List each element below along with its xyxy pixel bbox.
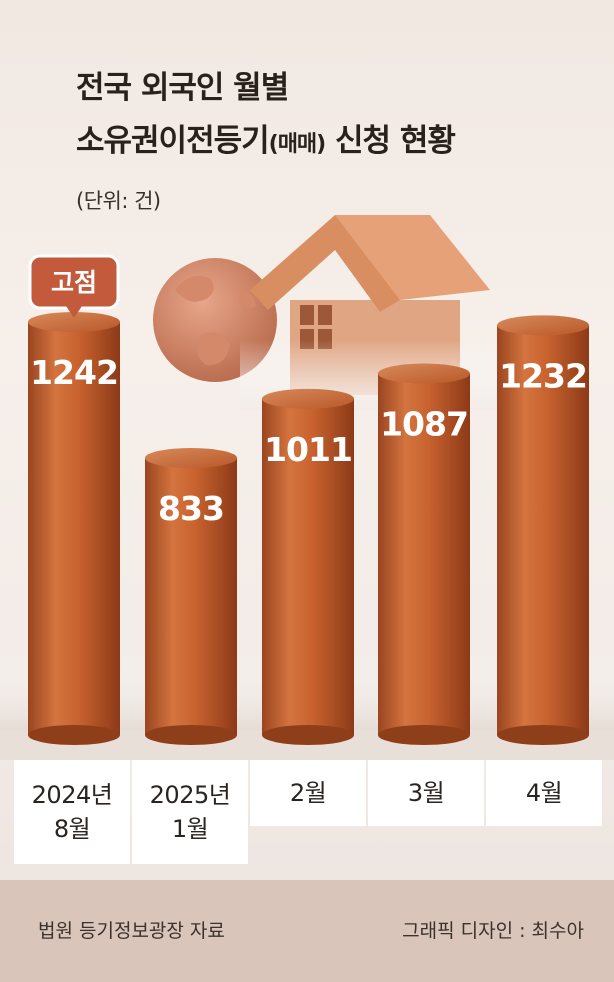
bar-value-label: 1242 — [30, 353, 118, 392]
bar-top — [378, 363, 470, 384]
bar-top — [497, 315, 589, 336]
bar-value-label: 1087 — [380, 405, 468, 444]
chart-title: 전국 외국인 월별 소유권이전등기(매매) 신청 현황 — [76, 62, 456, 171]
x-axis-label: 3월 — [368, 760, 484, 826]
unit-label: (단위: 건) — [76, 189, 161, 213]
title-line-2-end: 신청 현황 — [325, 123, 456, 159]
title-line-1: 전국 외국인 월별 — [76, 70, 289, 106]
bar — [497, 325, 589, 735]
x-axis-label: 2월 — [250, 760, 366, 826]
bar — [28, 322, 120, 735]
annotation-group: 고점 — [28, 254, 120, 318]
bar — [378, 373, 470, 735]
bar — [145, 458, 237, 735]
bar-base — [262, 725, 354, 745]
bar-base — [378, 725, 470, 745]
bar-chart: 1242 833 1011 1087 1232 고점 — [0, 215, 614, 760]
bar-value-label: 833 — [158, 489, 224, 528]
title-line-2-small: (매매) — [268, 132, 327, 157]
x-axis-labels: 2024년 8월 2025년 1월 2월 3월 4월 — [14, 760, 602, 864]
title-line-2: 소유권이전등기 — [76, 123, 270, 159]
bar-base — [28, 725, 120, 745]
bar-value-label: 1011 — [264, 430, 352, 469]
bar-base — [497, 725, 589, 745]
x-axis-label: 2025년 1월 — [132, 760, 248, 864]
bars-group: 1242 833 1011 1087 1232 — [28, 312, 589, 745]
bar-base — [145, 725, 237, 745]
bar — [262, 398, 354, 735]
footer: 법원 등기정보광장 자료 그래픽 디자인 : 최수아 — [0, 880, 614, 982]
bar-top — [145, 448, 237, 469]
annotation-pointer — [66, 306, 82, 318]
bar-top — [28, 312, 120, 332]
bar-top — [262, 388, 354, 409]
annotation-text: 고점 — [51, 268, 97, 297]
bar-value-label: 1232 — [499, 356, 587, 395]
x-axis-label: 2024년 8월 — [14, 760, 130, 864]
credit-text: 그래픽 디자인 : 최수아 — [402, 920, 584, 942]
x-axis-label: 4월 — [486, 760, 602, 826]
source-text: 법원 등기정보광장 자료 — [38, 920, 225, 942]
